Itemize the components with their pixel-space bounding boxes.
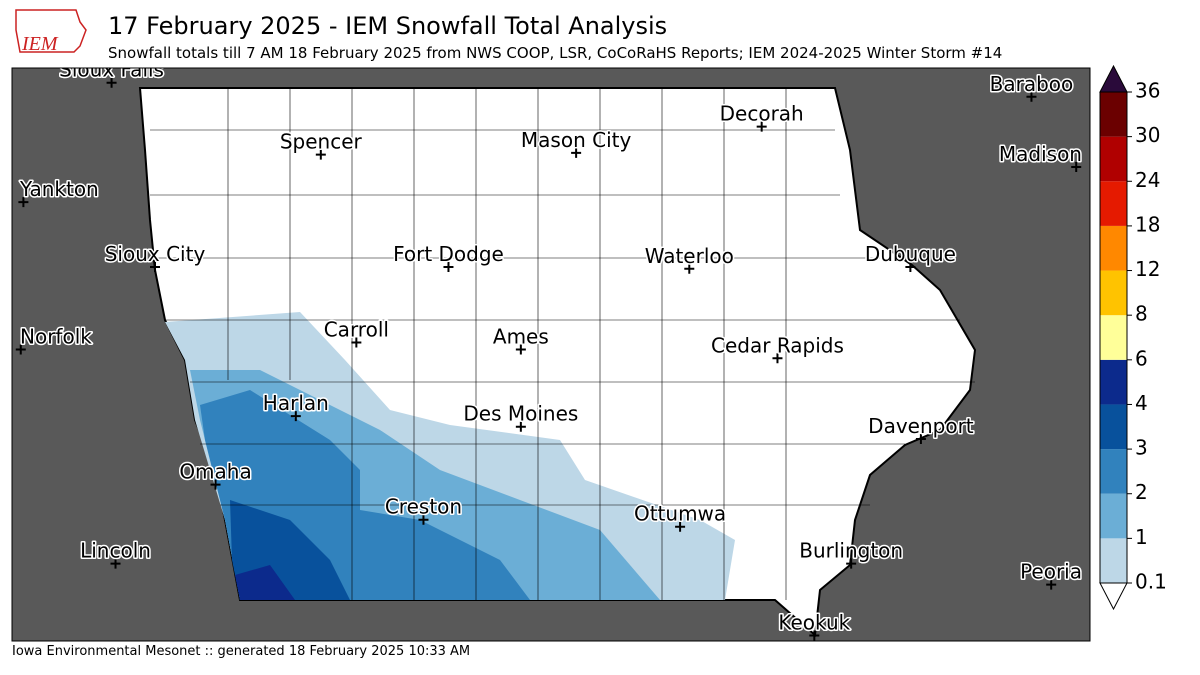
title: 17 February 2025 - IEM Snowfall Total An…	[108, 12, 667, 40]
city-marker	[684, 263, 695, 274]
county-lines	[150, 88, 975, 600]
city-label: Keokuk	[778, 611, 850, 635]
city-label: Fort Dodge	[393, 242, 504, 266]
city-marker	[809, 630, 820, 641]
colorbar-segment	[1100, 538, 1127, 583]
colorbar-tick-label: 6	[1135, 346, 1148, 370]
colorbar-tick-label: 3	[1135, 436, 1148, 460]
city-marker	[15, 344, 26, 355]
colorbar-over	[1099, 64, 1128, 93]
city-label: Spencer	[280, 130, 363, 154]
colorbar-segment	[1100, 449, 1127, 494]
map-frame	[11, 67, 1091, 642]
colorbar-segment	[1100, 493, 1127, 539]
city-label: Omaha	[179, 460, 251, 484]
city-label: Lincoln	[80, 539, 151, 563]
colorbar-segment	[1100, 359, 1127, 405]
city-label: Ames	[493, 324, 549, 348]
colorbar-tick-label: 8	[1135, 302, 1148, 326]
city-marker	[915, 433, 926, 444]
colorbar-segment	[1100, 404, 1127, 450]
city-label: Burlington	[799, 539, 903, 563]
city-marker	[515, 421, 526, 432]
cities: Sioux Falls Baraboo Spencer Mason City Decor…	[15, 58, 1084, 641]
city-label: Decorah	[720, 102, 804, 126]
city-marker	[106, 77, 117, 88]
city-marker	[418, 514, 429, 525]
colorbar-tick-label: 1	[1135, 525, 1148, 549]
colorbar-tick-label: 0.1	[1135, 570, 1167, 594]
colorbar-tick-label: 12	[1135, 257, 1160, 281]
city-label: Baraboo	[990, 72, 1074, 96]
colorbar-segment	[1100, 181, 1127, 226]
city-label: Creston	[385, 495, 462, 519]
city-label: Mason City	[521, 128, 632, 152]
city-label: Sioux City	[105, 242, 206, 266]
city-marker	[290, 411, 301, 422]
logo-outline	[15, 9, 87, 53]
footer: Iowa Environmental Mesonet :: generated …	[12, 644, 470, 659]
city-marker	[756, 121, 767, 132]
city-marker	[150, 262, 160, 272]
city-label: Des Moines	[463, 402, 578, 426]
snow-bands	[165, 312, 735, 600]
logo: IEM	[15, 9, 87, 55]
colorbar-segment	[1100, 225, 1127, 271]
city-marker	[571, 147, 582, 158]
map: Sioux Falls Baraboo Spencer Mason City Decor…	[12, 58, 1090, 641]
city-marker	[1046, 579, 1057, 590]
colorbar-tick-label: 2	[1135, 480, 1148, 504]
city-marker	[846, 558, 857, 569]
city-label: Davenport	[868, 414, 974, 438]
city-marker	[210, 479, 221, 490]
city-label: Cedar Rapids	[711, 333, 844, 357]
colorbar-frame	[1099, 91, 1128, 584]
city-marker	[443, 262, 454, 272]
city-label: Norfolk	[20, 324, 92, 348]
city-label: Carroll	[324, 317, 389, 341]
city-label: Harlan	[263, 391, 329, 415]
city-marker	[315, 149, 326, 160]
logo-text: IEM	[21, 33, 59, 55]
colorbar-tick-label: 30	[1135, 123, 1160, 147]
city-marker	[675, 521, 686, 532]
city-label: Ottumwa	[634, 502, 726, 526]
city-label: Yankton	[19, 177, 99, 201]
city-label: Madison	[999, 142, 1082, 166]
city-label: Sioux Falls	[59, 58, 164, 82]
colorbar-tick-label: 36	[1135, 79, 1160, 103]
city-marker	[1026, 91, 1037, 102]
colorbar-tick-label: 18	[1135, 212, 1160, 236]
city-label: Waterloo	[645, 244, 734, 268]
city-marker	[351, 337, 362, 348]
city-marker	[1071, 161, 1082, 172]
subtitle: Snowfall totals till 7 AM 18 February 20…	[108, 44, 1002, 62]
city-marker	[515, 344, 526, 355]
colorbar-tick-label: 24	[1135, 168, 1160, 192]
city-label: Dubuque	[865, 242, 956, 266]
snow-band	[235, 565, 295, 600]
colorbar-tick-label: 4	[1135, 391, 1148, 415]
city-marker	[18, 197, 29, 208]
colorbar-segment	[1100, 315, 1127, 360]
colorbar-segment	[1100, 136, 1127, 182]
colorbar-segment	[1100, 270, 1127, 316]
city-label: Peoria	[1020, 560, 1082, 584]
colorbar-segment	[1100, 92, 1127, 137]
colorbar-under	[1099, 582, 1128, 611]
city-marker	[772, 353, 783, 364]
city-marker	[110, 558, 121, 569]
city-marker	[905, 262, 916, 272]
